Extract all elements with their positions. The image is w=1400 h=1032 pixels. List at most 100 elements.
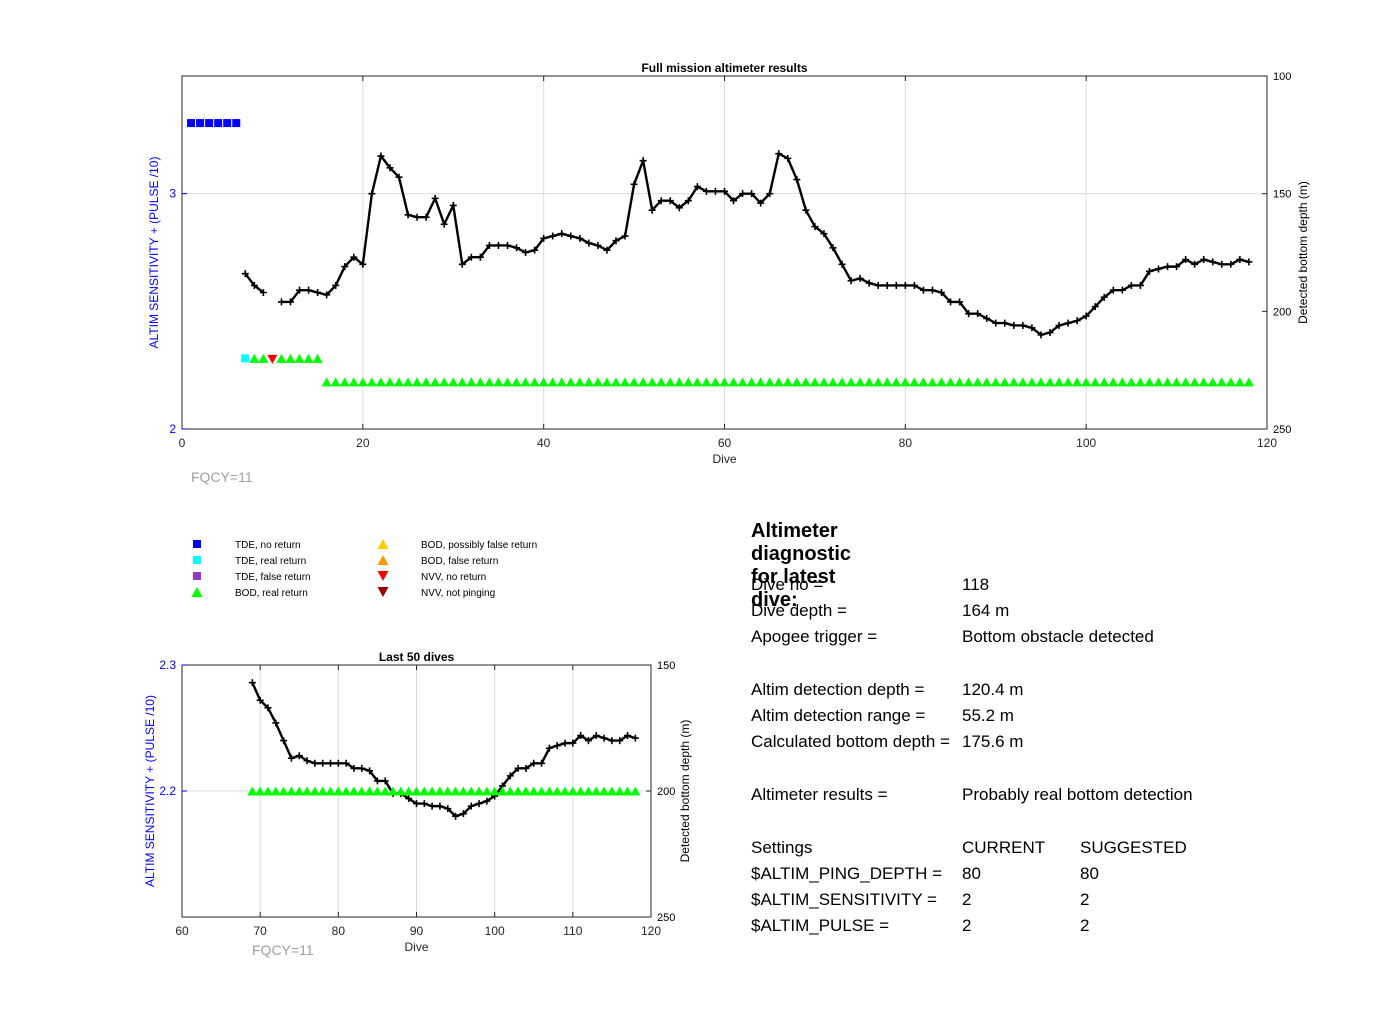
bod-real-return-marker	[1207, 377, 1218, 387]
bod-real-return-marker	[647, 377, 658, 387]
last-depth-point	[334, 759, 342, 767]
bod-real-return-marker	[574, 377, 585, 387]
bod-real-return-marker	[1099, 377, 1110, 387]
bod-real-return-marker	[502, 377, 513, 387]
depth-point	[485, 241, 493, 249]
x-tick-label: 70	[253, 924, 267, 938]
depth-point	[1191, 260, 1199, 268]
bod-real-return-marker	[466, 377, 477, 387]
bod-real-return-marker	[837, 377, 848, 387]
bod-real-return-marker	[384, 377, 395, 387]
last-bod-real-return-marker	[395, 786, 406, 796]
last-bod-real-return-marker	[474, 786, 485, 796]
last-depth-point	[287, 754, 295, 762]
last-bod-real-return-marker	[294, 786, 305, 796]
depth-point	[956, 298, 964, 306]
depth-point	[368, 190, 376, 198]
depth-point	[693, 183, 701, 191]
depth-point	[1136, 281, 1144, 289]
last-bod-real-return-marker	[356, 786, 367, 796]
y-right-tick-label: 250	[1273, 424, 1291, 436]
det-range-value: 55.2 m	[962, 706, 1014, 725]
last-bod-real-return-marker	[372, 786, 383, 796]
bod-real-return-marker	[1153, 377, 1164, 387]
last-depth-line	[251, 682, 636, 818]
last-bod-real-return-marker	[528, 786, 539, 796]
depth-point	[377, 152, 385, 160]
bod-real-return-marker	[1081, 377, 1092, 387]
legend-marker-square	[193, 540, 201, 548]
depth-point	[666, 197, 674, 205]
x-tick-label: 80	[332, 924, 346, 938]
legend-label: BOD, possibly false return	[421, 540, 537, 551]
last-depth-point	[327, 759, 335, 767]
last-depth-point	[319, 759, 327, 767]
depth-point	[657, 197, 665, 205]
x-tick-label: 0	[179, 436, 186, 450]
bod-real-return-marker	[1234, 377, 1245, 387]
depth-point	[883, 281, 891, 289]
last-depth-point	[569, 739, 577, 747]
last-depth-point	[459, 810, 467, 818]
legend-marker-triangle	[377, 571, 389, 581]
legend: TDE, no return TDE, real return TDE, false…	[191, 539, 537, 599]
bod-real-return-marker	[583, 377, 594, 387]
depth-point	[820, 230, 828, 238]
last-depth-point	[600, 734, 608, 742]
legend-marker-triangle	[377, 555, 389, 565]
bod-real-return-marker	[249, 353, 260, 363]
apogee-value: Bottom obstacle detected	[962, 627, 1154, 646]
bod-real-return-marker	[294, 353, 305, 363]
x-tick-label: 90	[410, 924, 424, 938]
depth-point	[711, 187, 719, 195]
depth-point	[1046, 329, 1054, 337]
last-depth-point	[295, 752, 303, 760]
x-tick-label: 80	[899, 436, 913, 450]
depth-point	[793, 176, 801, 184]
last-bod-real-return-marker	[427, 786, 438, 796]
bod-real-return-marker	[1008, 377, 1019, 387]
depth-point	[919, 286, 927, 294]
last-bod-real-return-marker	[544, 786, 555, 796]
bod-real-return-marker	[900, 377, 911, 387]
depth-point	[576, 234, 584, 242]
depth-point	[1209, 258, 1217, 266]
tde-no-return-marker	[214, 119, 223, 128]
last-depth-point	[413, 800, 420, 808]
last-bod-real-return-marker	[450, 786, 461, 796]
depth-point	[928, 286, 936, 294]
bod-real-return-marker	[475, 377, 486, 387]
x-tick-label: 100	[485, 924, 505, 938]
bod-real-return-marker	[484, 377, 495, 387]
depth-point	[395, 173, 403, 181]
results-label: Altimeter results =	[751, 785, 888, 804]
bod-real-return-marker	[312, 353, 323, 363]
last-bod-real-return-marker	[536, 786, 547, 796]
last-depth-point	[342, 759, 350, 767]
depth-point	[1182, 256, 1190, 264]
last-depth-point	[381, 777, 389, 785]
last-bod-real-return-marker	[583, 786, 594, 796]
bod-real-return-marker	[999, 377, 1010, 387]
x-tick-label: 110	[563, 924, 582, 938]
x-axis-label: Dive	[712, 452, 736, 466]
tde-no-return-marker	[205, 119, 214, 128]
depth-point	[494, 241, 502, 249]
diagnostic-title: Altimeter diagnostic for latest dive:	[751, 520, 852, 611]
last-bod-real-return-marker	[286, 786, 297, 796]
depth-point	[856, 274, 864, 282]
tde-real-return-marker	[241, 354, 250, 363]
bod-real-return-marker	[1117, 377, 1128, 387]
last-depth-point	[561, 739, 569, 747]
y-left-axis-label: ALTIM SENSITIVITY + (PULSE /10)	[143, 695, 157, 887]
pulse-label: $ALTIM_PULSE =	[751, 916, 890, 935]
y-right-tick-label: 200	[1273, 306, 1291, 318]
last-plot-area	[248, 679, 639, 820]
bod-real-return-marker	[1126, 377, 1137, 387]
results-value: Probably real bottom detection	[962, 785, 1193, 804]
last-bod-real-return-marker	[599, 786, 610, 796]
depth-point	[730, 197, 738, 205]
bod-real-return-marker	[629, 377, 640, 387]
sensitivity-suggested: 2	[1080, 890, 1090, 909]
